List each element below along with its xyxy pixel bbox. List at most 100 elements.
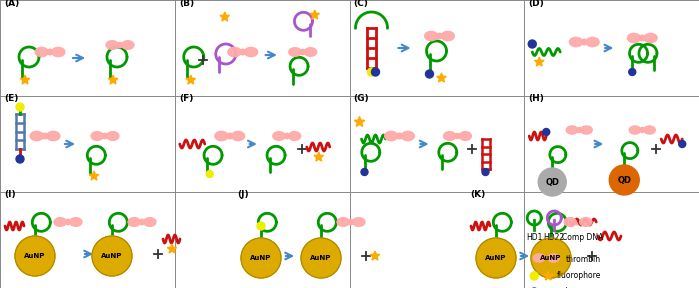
Ellipse shape — [629, 126, 641, 134]
Ellipse shape — [289, 132, 301, 140]
Circle shape — [531, 238, 571, 278]
Text: thrombin: thrombin — [566, 255, 601, 264]
Circle shape — [368, 68, 375, 76]
Text: AuNP: AuNP — [485, 255, 507, 261]
Circle shape — [15, 236, 55, 276]
Ellipse shape — [273, 132, 285, 140]
Ellipse shape — [401, 131, 415, 141]
Text: (J): (J) — [237, 190, 249, 199]
Circle shape — [426, 70, 433, 78]
Ellipse shape — [215, 131, 228, 141]
Circle shape — [361, 168, 368, 175]
Circle shape — [476, 238, 516, 278]
Circle shape — [528, 40, 536, 48]
Ellipse shape — [564, 218, 577, 226]
Text: quencher: quencher — [542, 287, 578, 288]
Polygon shape — [544, 271, 553, 280]
Text: Comp DNA: Comp DNA — [561, 233, 603, 242]
Ellipse shape — [30, 131, 43, 141]
Polygon shape — [370, 251, 380, 260]
Circle shape — [371, 68, 380, 76]
Ellipse shape — [544, 255, 549, 260]
Text: fluorophore: fluorophore — [557, 272, 602, 281]
Polygon shape — [314, 152, 324, 161]
Text: (I): (I) — [4, 190, 15, 199]
Polygon shape — [354, 117, 365, 126]
Ellipse shape — [106, 41, 118, 49]
Text: QD: QD — [545, 177, 559, 187]
Ellipse shape — [441, 31, 454, 41]
Ellipse shape — [566, 126, 577, 134]
Ellipse shape — [575, 219, 581, 225]
Ellipse shape — [586, 37, 599, 47]
Ellipse shape — [455, 133, 460, 139]
Polygon shape — [108, 75, 117, 84]
Text: AuNP: AuNP — [250, 255, 272, 261]
Ellipse shape — [289, 48, 301, 56]
Text: AuNP: AuNP — [310, 255, 332, 261]
Ellipse shape — [353, 218, 365, 226]
Ellipse shape — [228, 47, 241, 57]
Circle shape — [206, 170, 213, 177]
Ellipse shape — [35, 47, 48, 57]
Circle shape — [257, 222, 265, 230]
Ellipse shape — [437, 33, 442, 39]
Ellipse shape — [107, 132, 119, 140]
Circle shape — [538, 168, 566, 196]
Ellipse shape — [640, 35, 645, 41]
Ellipse shape — [533, 254, 545, 262]
Ellipse shape — [644, 33, 657, 43]
Ellipse shape — [424, 31, 438, 41]
Text: HD22: HD22 — [544, 233, 565, 242]
Circle shape — [241, 238, 281, 278]
Ellipse shape — [337, 218, 350, 226]
Circle shape — [531, 272, 538, 280]
Ellipse shape — [102, 133, 108, 139]
Ellipse shape — [579, 218, 592, 226]
Circle shape — [482, 168, 489, 175]
Ellipse shape — [444, 132, 456, 140]
Ellipse shape — [48, 49, 53, 55]
Ellipse shape — [459, 132, 471, 140]
Circle shape — [92, 236, 132, 276]
Ellipse shape — [117, 42, 122, 48]
Ellipse shape — [139, 219, 145, 225]
Ellipse shape — [300, 49, 305, 55]
Ellipse shape — [122, 41, 134, 49]
Circle shape — [301, 238, 341, 278]
Ellipse shape — [42, 133, 48, 139]
Ellipse shape — [144, 218, 156, 226]
Text: AuNP: AuNP — [24, 253, 45, 259]
Ellipse shape — [570, 37, 582, 47]
Ellipse shape — [245, 47, 258, 57]
Ellipse shape — [227, 133, 233, 139]
Polygon shape — [220, 12, 229, 21]
Ellipse shape — [644, 126, 655, 134]
Text: (D): (D) — [528, 0, 544, 8]
Text: QD: QD — [617, 175, 631, 185]
Text: (K): (K) — [470, 190, 485, 199]
Ellipse shape — [66, 219, 71, 225]
Circle shape — [679, 141, 686, 147]
Polygon shape — [186, 75, 196, 84]
Ellipse shape — [628, 33, 640, 43]
Ellipse shape — [284, 133, 289, 139]
Ellipse shape — [231, 131, 245, 141]
Text: AuNP: AuNP — [101, 253, 123, 259]
Polygon shape — [20, 75, 30, 84]
Ellipse shape — [240, 49, 245, 55]
Ellipse shape — [128, 218, 140, 226]
Text: (C): (C) — [354, 0, 368, 8]
Ellipse shape — [581, 126, 592, 134]
Circle shape — [16, 103, 24, 111]
Ellipse shape — [70, 218, 82, 226]
Text: HD1: HD1 — [526, 233, 542, 242]
Ellipse shape — [54, 218, 66, 226]
Polygon shape — [535, 57, 544, 66]
Ellipse shape — [348, 219, 354, 225]
Ellipse shape — [640, 128, 644, 132]
Text: (F): (F) — [179, 94, 193, 103]
Circle shape — [542, 128, 549, 135]
Polygon shape — [89, 171, 99, 180]
Text: (G): (G) — [354, 94, 369, 103]
